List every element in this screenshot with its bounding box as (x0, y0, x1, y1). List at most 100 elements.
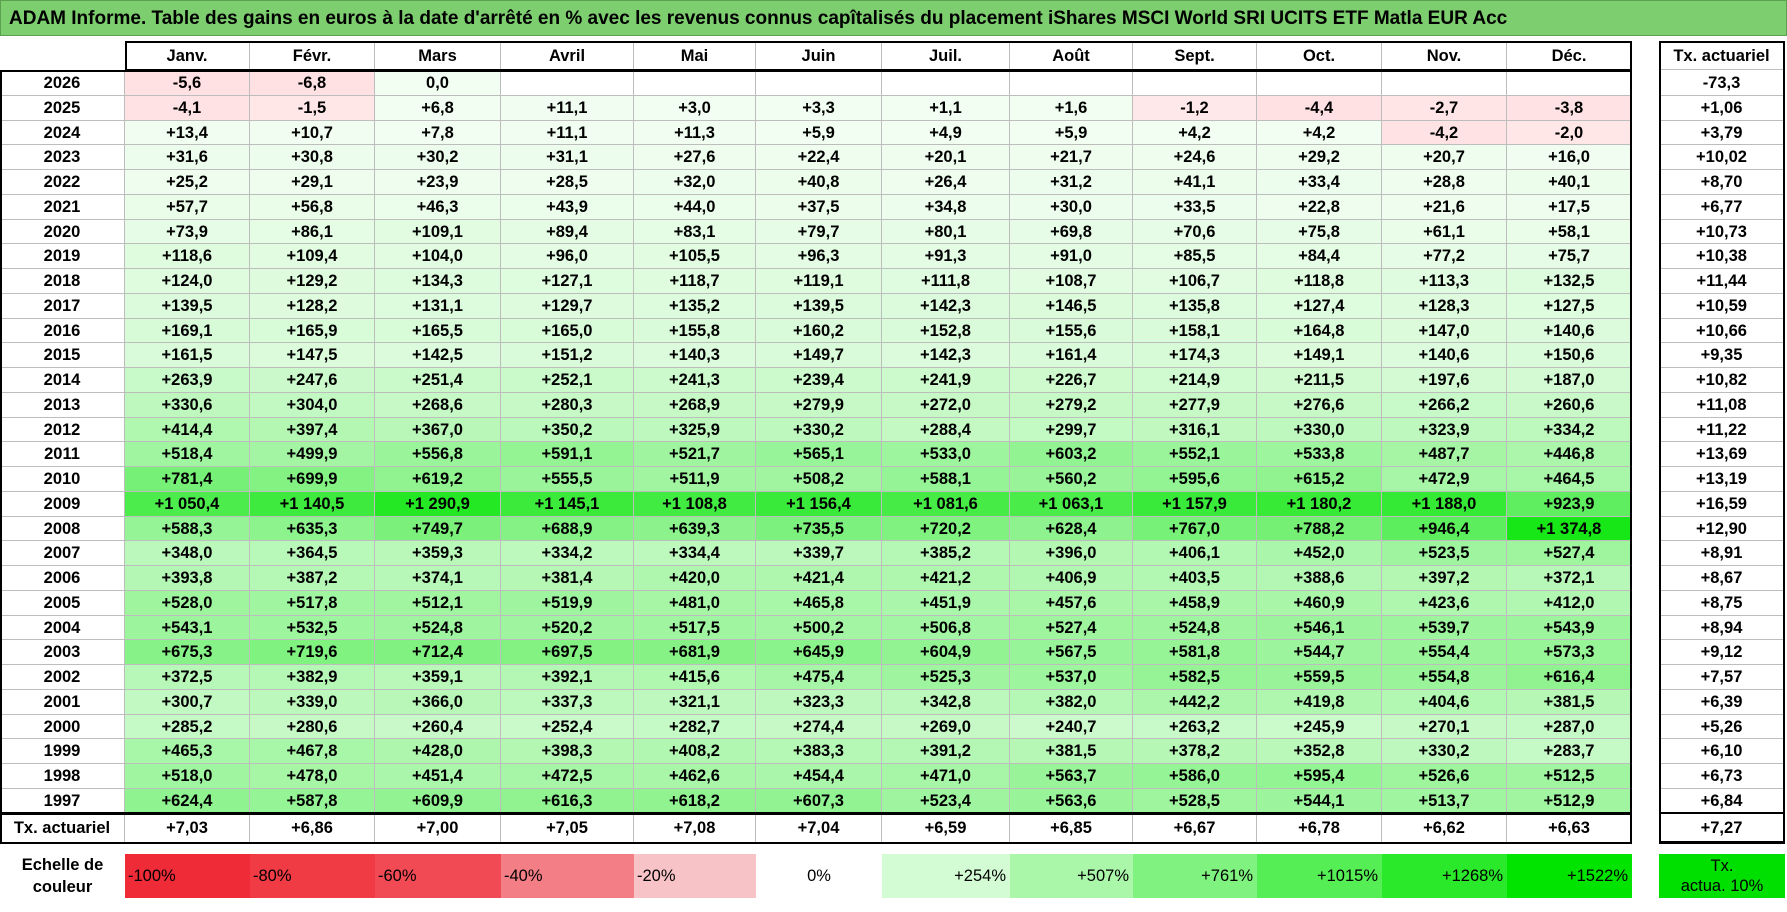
year-label: 2014 (0, 368, 125, 393)
legend-step: +1015% (1257, 854, 1382, 898)
gain-cell: +475,4 (756, 665, 882, 690)
gain-cell: +31,6 (125, 145, 250, 170)
gain-cell: +404,6 (1382, 689, 1507, 715)
gain-cell: +524,8 (375, 615, 501, 641)
gain-cell: +6,8 (375, 95, 501, 121)
gain-cell: +127,1 (501, 269, 634, 294)
gain-cell: +269,0 (882, 714, 1010, 740)
gain-cell: +567,5 (1010, 640, 1133, 665)
gain-cell: +165,0 (501, 318, 634, 344)
gain-cell: +146,5 (1010, 293, 1133, 319)
legend-tx-swatch: Tx. actua. 10% (1659, 854, 1785, 898)
gain-cell: +462,6 (634, 764, 756, 789)
gain-cell (1010, 71, 1133, 96)
gain-cell: +525,3 (882, 665, 1010, 690)
gain-cell: +17,5 (1507, 194, 1632, 220)
gain-cell: +129,2 (250, 269, 375, 294)
gain-cell: +96,3 (756, 244, 882, 269)
gain-cell: +619,2 (375, 467, 501, 492)
month-tx-cell: +6,86 (250, 813, 375, 843)
gain-cell: +139,5 (125, 293, 250, 319)
gain-cell: +4,2 (1257, 120, 1382, 146)
legend-step: +1268% (1382, 854, 1507, 898)
footer-label: Tx. actuariel (0, 813, 125, 843)
gain-cell: +552,1 (1133, 442, 1257, 467)
gain-cell: +142,3 (882, 343, 1010, 368)
year-label: 2005 (0, 590, 125, 616)
gain-cell: +523,4 (882, 788, 1010, 814)
gain-cell: +21,6 (1382, 194, 1507, 220)
row-tx-cell: +9,12 (1659, 640, 1785, 665)
gain-cell: +25,2 (125, 170, 250, 195)
gain-cell: +147,0 (1382, 318, 1507, 344)
gain-cell: +323,3 (756, 689, 882, 715)
gain-cell: +187,0 (1507, 368, 1632, 393)
gain-cell: +339,7 (756, 541, 882, 566)
row-tx-cell: +8,91 (1659, 541, 1785, 566)
gain-cell: +512,1 (375, 590, 501, 616)
gain-cell: +523,5 (1382, 541, 1507, 566)
gain-cell: +403,5 (1133, 566, 1257, 591)
gain-cell: +140,6 (1382, 343, 1507, 368)
month-header: Nov. (1382, 42, 1507, 70)
gain-cell: +77,2 (1382, 244, 1507, 269)
gain-cell: +719,6 (250, 640, 375, 665)
gain-cell: +506,8 (882, 615, 1010, 641)
gain-cell: +519,9 (501, 590, 634, 616)
gain-cell: +446,8 (1507, 442, 1632, 467)
gain-cell: +454,4 (756, 764, 882, 789)
gain-cell: +465,3 (125, 739, 250, 764)
gain-cell: +1,6 (1010, 95, 1133, 121)
gain-cell: +323,9 (1382, 417, 1507, 443)
gain-cell: +767,0 (1133, 516, 1257, 542)
row-tx-cell: +9,35 (1659, 343, 1785, 368)
gain-cell: +412,0 (1507, 590, 1632, 616)
gain-cell: +527,4 (1010, 615, 1133, 641)
gain-cell: +104,0 (375, 244, 501, 269)
gain-cell: +1 063,1 (1010, 491, 1133, 517)
gain-cell: +1 050,4 (125, 491, 250, 517)
gain-cell: +109,1 (375, 219, 501, 245)
row-tx-cell: +12,90 (1659, 516, 1785, 542)
gain-cell: +554,8 (1382, 665, 1507, 690)
gain-cell (882, 71, 1010, 96)
gain-cell: +532,5 (250, 615, 375, 641)
legend-step: -80% (250, 854, 375, 898)
year-label: 2003 (0, 640, 125, 665)
gain-cell: +142,3 (882, 293, 1010, 319)
gain-cell: +526,6 (1382, 764, 1507, 789)
gain-cell: +330,2 (1382, 739, 1507, 764)
year-label: 1999 (0, 739, 125, 764)
gain-cell: +521,7 (634, 442, 756, 467)
gain-cell: +108,7 (1010, 269, 1133, 294)
gain-cell: +22,4 (756, 145, 882, 170)
gain-cell: +32,0 (634, 170, 756, 195)
gain-cell: +563,7 (1010, 764, 1133, 789)
gain-cell: +282,7 (634, 714, 756, 740)
gain-cell: +34,8 (882, 194, 1010, 220)
gain-cell: +23,9 (375, 170, 501, 195)
gain-cell: +1 108,8 (634, 491, 756, 517)
gain-cell: +149,7 (756, 343, 882, 368)
gain-cell: +316,1 (1133, 417, 1257, 443)
gain-cell: +245,9 (1257, 714, 1382, 740)
gain-cell: +276,6 (1257, 392, 1382, 418)
row-tx-cell: +8,70 (1659, 170, 1785, 195)
gain-cell: +28,8 (1382, 170, 1507, 195)
row-tx-cell: +6,84 (1659, 788, 1785, 814)
gain-cell: +603,2 (1010, 442, 1133, 467)
gain-cell: +241,3 (634, 368, 756, 393)
gain-cell: +21,7 (1010, 145, 1133, 170)
gain-cell: -5,6 (125, 71, 250, 96)
gain-cell: +359,3 (375, 541, 501, 566)
year-label: 2011 (0, 442, 125, 467)
gain-cell: +511,9 (634, 467, 756, 492)
gain-cell: +132,5 (1507, 269, 1632, 294)
gain-cell: +465,8 (756, 590, 882, 616)
gain-cell: +260,4 (375, 714, 501, 740)
gain-cell: +10,7 (250, 120, 375, 146)
gain-cell: +75,8 (1257, 219, 1382, 245)
gain-cell: +406,9 (1010, 566, 1133, 591)
gain-cell: +565,1 (756, 442, 882, 467)
legend-step: +1522% (1507, 854, 1632, 898)
